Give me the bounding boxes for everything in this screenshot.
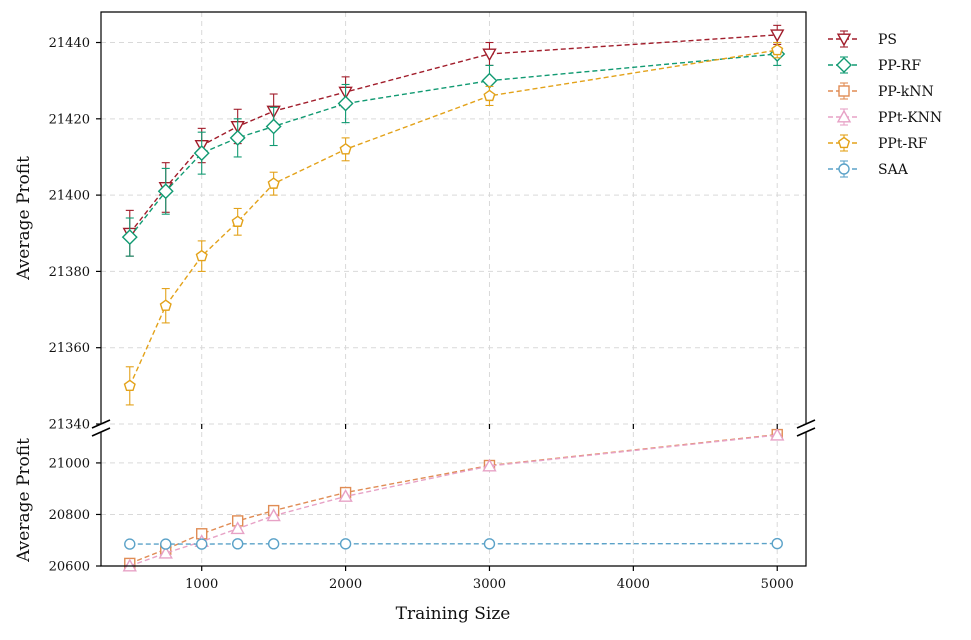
data-point: [267, 177, 280, 189]
axis-break-mark: [91, 427, 111, 437]
legend-item-ppt-knn: PPt-KNN: [828, 108, 942, 126]
y-tick-label: 21420: [49, 112, 90, 127]
y-tick-label: 21380: [49, 265, 90, 280]
series-line: [129, 49, 778, 387]
series-line: [129, 53, 778, 238]
data-point: [482, 48, 497, 62]
axis-break-mark: [796, 427, 816, 437]
x-tick-label: 3000: [473, 577, 506, 592]
bottom-panel-frame: [100, 432, 807, 567]
data-point: [231, 215, 244, 227]
legend-marker: [838, 85, 850, 97]
data-point: [770, 427, 785, 441]
data-point: [121, 229, 138, 246]
legend-marker: [836, 109, 852, 123]
x-tick-label: 2000: [329, 577, 362, 592]
legend-item-ppt-rf: PPt-RF: [828, 134, 928, 152]
top-panel-frame: [100, 11, 807, 424]
data-point: [338, 488, 353, 502]
data-point: [481, 72, 498, 89]
data-point: [266, 508, 281, 522]
series-pp-knn: [124, 428, 783, 570]
data-point: [193, 145, 210, 162]
data-point: [771, 43, 784, 56]
tick-label-layer: 21340 21360 21380 21400 21420 21440 20600 20800…: [49, 36, 794, 592]
data-point: [159, 299, 172, 311]
data-point: [483, 538, 496, 550]
data-point: [231, 538, 244, 550]
legend-label: SAA: [878, 162, 909, 178]
y-axis-label-bottom: Average Profit: [14, 438, 34, 563]
legend-label: PP-kNN: [878, 84, 934, 100]
legend-marker: [838, 163, 850, 175]
series-ps: [122, 24, 785, 257]
data-point: [123, 379, 136, 391]
y-tick-label: 20800: [49, 508, 90, 523]
legend-label: PP-RF: [878, 58, 921, 74]
data-point: [770, 29, 785, 43]
series-line: [129, 542, 778, 545]
data-point: [339, 142, 352, 155]
series-line: [129, 34, 778, 234]
data-point: [337, 95, 354, 112]
legend-marker: [836, 57, 852, 73]
data-point: [265, 118, 282, 135]
legend-item-pp-rf: PP-RF: [828, 56, 921, 74]
data-point: [229, 129, 246, 146]
data-point: [339, 538, 352, 550]
series-pp-rf: [121, 41, 786, 257]
data-point: [267, 538, 280, 550]
series-saa: [124, 537, 783, 550]
data-point: [771, 537, 783, 550]
series-line: [129, 434, 778, 567]
y-tick-label: 21400: [49, 189, 90, 204]
data-point: [160, 538, 172, 550]
y-axis-label-top: Average Profit: [14, 156, 34, 281]
y-tick-label: 21000: [49, 456, 90, 471]
data-point: [196, 538, 208, 550]
y-tick-label: 20600: [49, 560, 90, 575]
legend-label: PPt-KNN: [878, 110, 942, 126]
data-point: [157, 183, 174, 200]
data-point: [230, 521, 245, 535]
data-point: [483, 89, 496, 102]
axes-layer: [91, 11, 816, 571]
legend-item-pp-knn: PP-kNN: [828, 82, 934, 100]
x-tick-label: 1000: [185, 577, 218, 592]
series-ppt-knn: [122, 427, 785, 572]
y-tick-label: 21360: [49, 341, 90, 356]
series-layer: [121, 24, 786, 572]
data-point: [195, 249, 208, 262]
legend-label: PPt-RF: [878, 136, 928, 152]
data-point: [158, 545, 173, 559]
x-axis-label: Training Size: [396, 604, 511, 624]
legend-label: PS: [878, 32, 897, 48]
axis-break-mark: [796, 419, 816, 429]
series-ppt-rf: [123, 41, 784, 406]
legend-marker: [837, 136, 851, 149]
legend: PS PP-RF PP-kNN PPt-KNN PPt-RF SAA: [828, 30, 942, 178]
grid-layer: [101, 12, 806, 567]
legend-item-saa: SAA: [828, 160, 909, 178]
x-tick-label: 5000: [761, 577, 794, 592]
data-point: [124, 538, 136, 550]
y-tick-label: 21340: [49, 418, 90, 433]
x-tick-label: 4000: [617, 577, 650, 592]
legend-item-ps: PS: [828, 30, 897, 48]
data-point: [482, 458, 497, 472]
y-tick-label: 21440: [49, 36, 90, 51]
legend-marker: [836, 33, 852, 47]
